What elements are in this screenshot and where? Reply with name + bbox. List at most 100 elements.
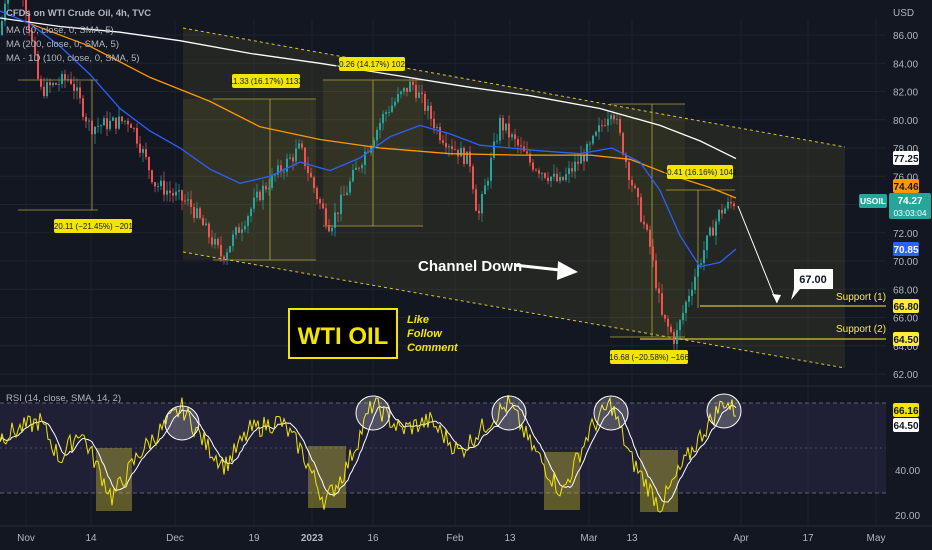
candle <box>589 140 591 151</box>
candle <box>724 205 726 214</box>
candle <box>649 225 651 255</box>
candle <box>634 183 636 190</box>
candle <box>166 181 168 202</box>
candle <box>136 123 138 148</box>
candle <box>535 168 537 172</box>
candle <box>58 77 60 92</box>
price-tick: 86.00 <box>893 31 918 42</box>
candle <box>361 162 363 174</box>
time-tick: 13 <box>626 533 638 544</box>
candle <box>574 152 576 179</box>
last-price: 74.27 <box>897 196 922 207</box>
candle <box>559 171 561 184</box>
price-axis[interactable] <box>886 0 932 550</box>
candle <box>388 106 390 117</box>
candle <box>598 117 600 140</box>
candle <box>331 224 333 236</box>
candle <box>544 172 546 180</box>
candle <box>184 194 186 205</box>
candle <box>124 120 126 125</box>
candle <box>688 288 690 308</box>
price-tick: 64.00 <box>893 342 918 353</box>
candle <box>565 167 567 182</box>
candle <box>484 178 486 195</box>
candle <box>439 122 441 144</box>
candle <box>85 113 87 129</box>
candle <box>436 123 438 135</box>
candle <box>337 212 339 223</box>
candle <box>265 182 267 193</box>
candle <box>31 27 33 43</box>
candle <box>277 159 279 178</box>
candle <box>478 203 480 221</box>
candle <box>64 69 66 89</box>
candle <box>193 203 195 223</box>
rsi-value: 66.16 <box>893 406 918 417</box>
candle <box>727 197 729 211</box>
support1-label: Support (1) <box>836 292 886 303</box>
candle <box>457 149 459 164</box>
time-tick: 2023 <box>301 533 324 544</box>
candle <box>664 314 666 323</box>
legend-ma100-1d: MA · 1D (100, close, 0, SMA, 5) <box>6 53 140 64</box>
candle <box>403 87 405 96</box>
candle <box>499 114 501 145</box>
candle <box>394 97 396 108</box>
candle <box>295 139 297 166</box>
candle <box>505 123 507 134</box>
candle <box>556 167 558 183</box>
candle <box>133 127 135 132</box>
candle <box>541 172 543 181</box>
rsi-ma-value: 64.50 <box>893 421 918 432</box>
candle <box>622 131 624 157</box>
candle <box>139 136 141 158</box>
ma100-price: 74.46 <box>893 182 918 193</box>
candle <box>352 164 354 183</box>
candle <box>532 159 534 173</box>
currency-label: USD <box>893 8 914 19</box>
candle <box>259 189 261 202</box>
candle <box>508 115 510 148</box>
candle <box>511 132 513 141</box>
ma50-line <box>0 10 737 268</box>
candle <box>718 208 720 225</box>
candle <box>421 84 423 104</box>
candle <box>178 183 180 200</box>
candle <box>25 0 27 24</box>
rsi-band-fill <box>0 403 886 493</box>
candle <box>334 202 336 237</box>
time-tick: 19 <box>248 533 260 544</box>
candle <box>490 152 492 189</box>
candle <box>340 186 342 222</box>
candle <box>673 329 675 351</box>
time-tick: May <box>867 533 886 544</box>
candle <box>103 115 105 126</box>
candle <box>502 114 504 140</box>
measure-tag-2: 11.33 (16.17%) 1133 <box>229 77 303 86</box>
candle <box>424 90 426 115</box>
channel-lower-line <box>182 251 846 369</box>
ma50-price-box <box>893 242 919 256</box>
candle <box>463 146 465 167</box>
candle <box>445 133 447 154</box>
candle <box>469 145 471 173</box>
channel-fill <box>183 28 845 368</box>
last-price-box <box>889 193 931 219</box>
candle <box>397 87 399 104</box>
candle <box>76 78 78 100</box>
candle <box>415 77 417 103</box>
candle <box>316 185 318 205</box>
candle <box>520 137 522 154</box>
logo-box <box>288 308 398 359</box>
projection-line <box>737 205 778 304</box>
candle <box>676 322 678 352</box>
rsi-line <box>0 394 737 513</box>
candle <box>127 117 129 133</box>
candle <box>391 97 393 114</box>
candle <box>562 176 564 182</box>
candle <box>211 229 213 248</box>
time-tick: Apr <box>733 533 749 544</box>
time-axis[interactable]: Nov 14 Dec 19 2023 16 Feb 13 Mar 13 Apr 17 May <box>17 533 885 544</box>
time-tick: Nov <box>17 533 35 544</box>
